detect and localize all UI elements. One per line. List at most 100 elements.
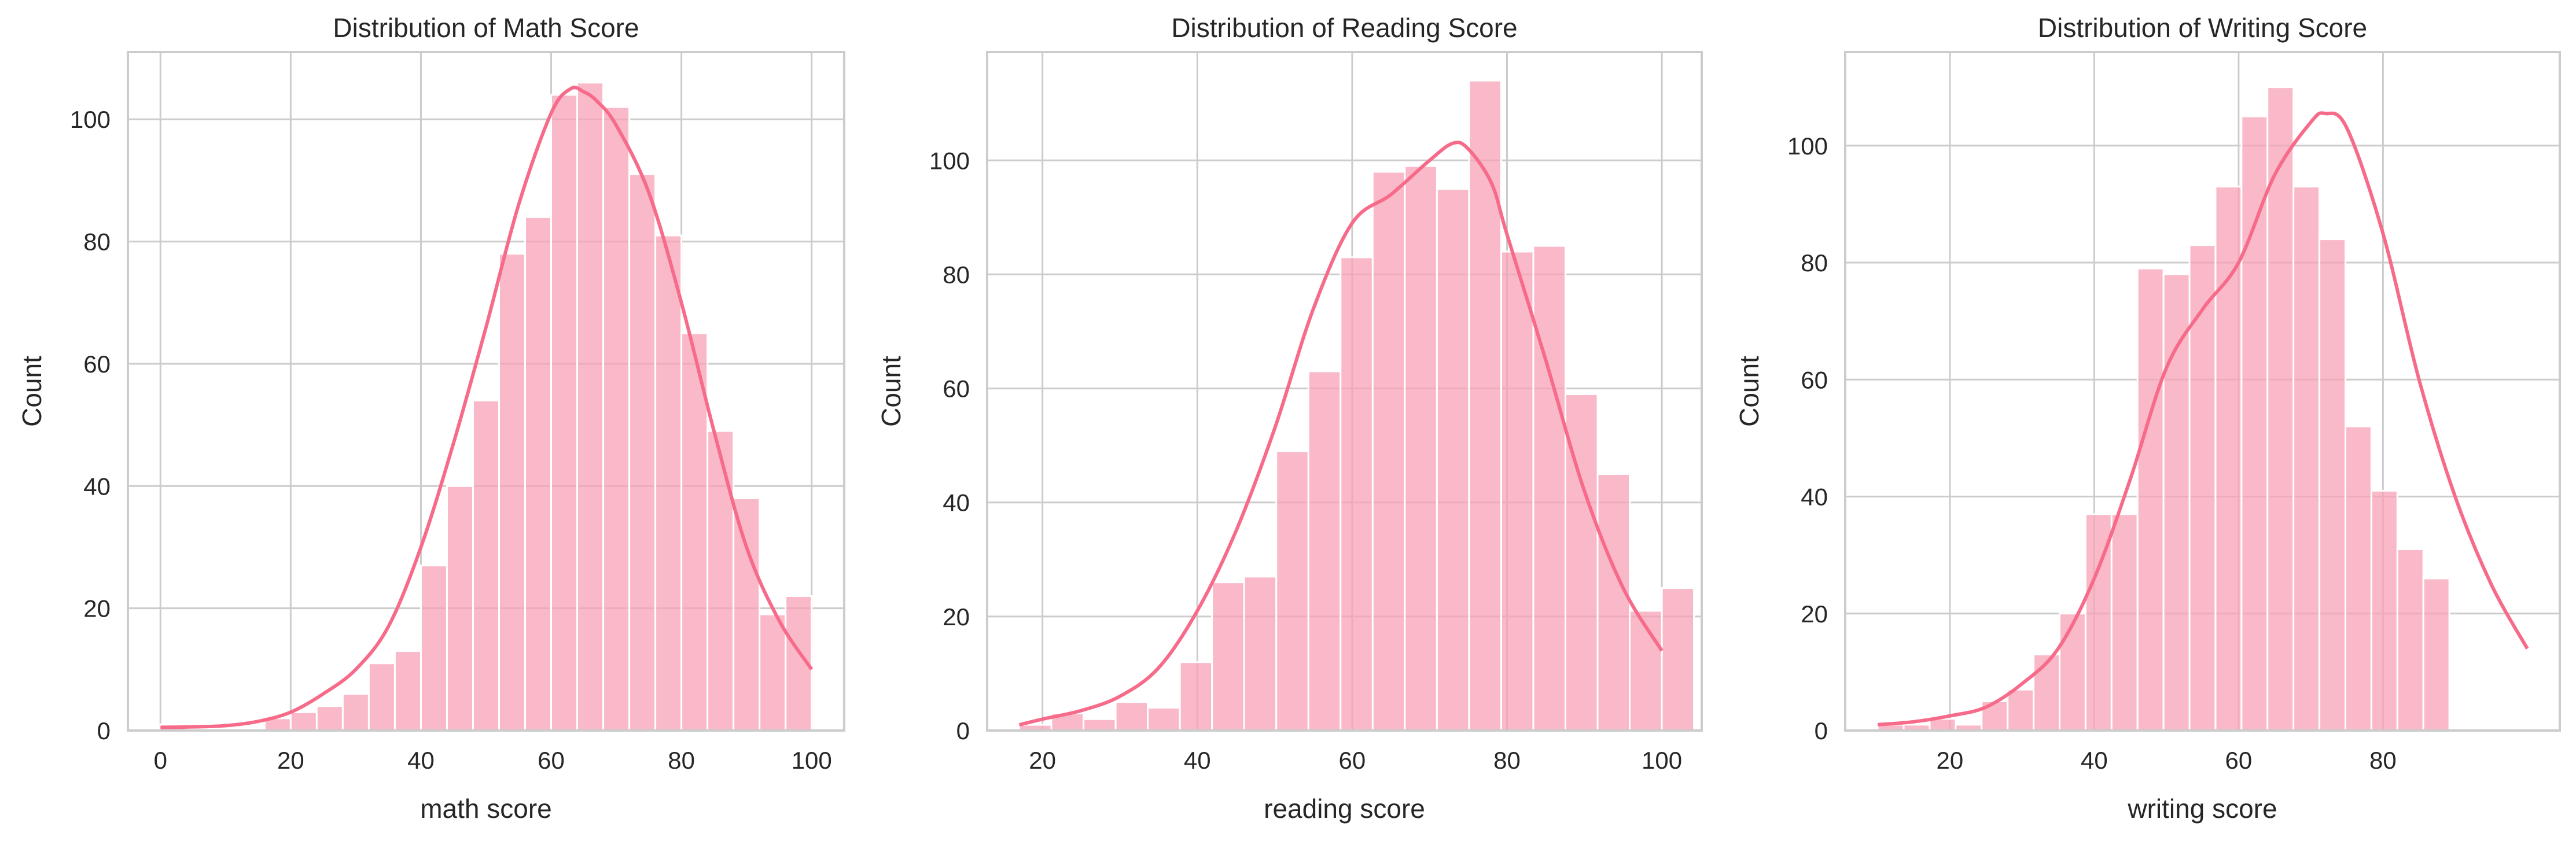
math-y-tick-label: 80 [83, 228, 111, 256]
reading-histogram-bar [1211, 581, 1245, 732]
reading-histogram-bar [1275, 450, 1309, 732]
reading-y-tick-label: 40 [943, 489, 970, 517]
writing-histogram-bar [2319, 238, 2346, 732]
math-histogram-bar [602, 106, 631, 732]
math-y-axis-label: Count [17, 356, 47, 427]
reading-plot-frame [986, 51, 1703, 732]
reading-x-axis-label: reading score [1264, 794, 1425, 824]
math-score-histogram-panel: 0 20 40 60 80 100 0 20 40 60 80 100 Distribution of … [17, 13, 845, 824]
writing-histogram-bar [2084, 513, 2113, 732]
writing-x-tick-label: 20 [1937, 747, 1964, 774]
math-histogram-bar [367, 662, 396, 732]
reading-histogram-bar [1243, 576, 1278, 732]
reading-histogram-bar [1114, 701, 1149, 732]
writing-histogram-bar [2370, 489, 2398, 732]
writing-histogram-bar [2110, 513, 2139, 732]
writing-kde-curve [1877, 111, 2529, 726]
math-kde-curve [160, 86, 814, 729]
math-histogram-bar [393, 650, 422, 732]
math-histogram-bar [289, 711, 318, 732]
writing-x-tick-label: 60 [2225, 747, 2253, 774]
writing-histogram-bar [2422, 577, 2450, 732]
writing-y-axis-label: Count [1734, 356, 1764, 427]
reading-histogram-bar [1307, 370, 1342, 732]
writing-histogram-bar [2007, 688, 2035, 732]
reading-histogram-bar [1532, 245, 1567, 732]
reading-y-axis-label: Count [876, 356, 906, 427]
reading-chart-title: Distribution of Reading Score [1171, 13, 1517, 43]
math-plot-frame [127, 51, 845, 732]
writing-x-tick-label: 80 [2369, 747, 2397, 774]
reading-histogram-bar [1468, 79, 1502, 732]
math-x-tick-label: 60 [538, 747, 565, 774]
math-histogram-bar [654, 234, 683, 732]
reading-x-tick-label: 60 [1339, 747, 1366, 774]
writing-y-tick-label: 40 [1801, 484, 1828, 511]
reading-y-tick-label: 60 [943, 375, 970, 403]
writing-y-tick-label: 100 [1787, 132, 1828, 160]
writing-histogram-bar [2240, 115, 2269, 732]
math-y-tick-label: 100 [70, 106, 111, 133]
writing-score-histogram-panel: 20 40 60 80 0 20 40 60 80 100 Distribution of Writ… [1734, 13, 2561, 824]
math-histogram-bar [341, 693, 370, 732]
math-x-tick-label: 80 [668, 747, 695, 774]
math-histogram-bar [576, 82, 605, 732]
math-x-tick-label: 40 [407, 747, 435, 774]
writing-histogram-bar [2136, 267, 2165, 732]
math-x-tick-label: 100 [792, 747, 832, 774]
reading-histogram-bar [1500, 250, 1534, 732]
math-histogram-bar [759, 613, 787, 732]
writing-y-tick-label: 60 [1801, 366, 1828, 393]
reading-y-tick-label: 0 [956, 717, 970, 744]
reading-x-tick-label: 100 [1642, 747, 1682, 774]
reading-score-histogram-panel: 20 40 60 80 100 0 20 40 60 80 100 Distribution of R… [876, 13, 1703, 824]
writing-x-tick-label: 40 [2081, 747, 2108, 774]
math-histogram-bar [315, 705, 344, 732]
reading-histogram-bar [1436, 188, 1470, 732]
writing-y-tick-label: 0 [1815, 717, 1828, 744]
math-x-axis-label: math score [420, 794, 552, 824]
reading-histogram-bar [1083, 718, 1117, 732]
reading-x-tick-label: 40 [1184, 747, 1211, 774]
writing-histogram-bar [2033, 654, 2060, 732]
writing-y-tick-label: 80 [1801, 249, 1828, 276]
math-x-tick-label: 0 [154, 747, 167, 774]
writing-histogram-bar [2345, 425, 2372, 732]
reading-histogram-bar [1629, 610, 1663, 732]
writing-chart-title: Distribution of Writing Score [2038, 13, 2367, 43]
math-x-tick-label: 20 [277, 747, 304, 774]
math-histogram-bar [628, 173, 657, 732]
reading-histogram-bar [1339, 256, 1374, 732]
math-histogram-bar [733, 497, 761, 732]
reading-histogram-bar [1147, 707, 1181, 732]
reading-histogram-bar [1404, 165, 1438, 732]
math-y-tick-label: 20 [83, 595, 111, 622]
reading-x-tick-label: 80 [1493, 747, 1521, 774]
writing-histogram-bar [2162, 273, 2191, 732]
math-y-tick-label: 0 [97, 717, 111, 744]
reading-histogram-bar [1596, 473, 1631, 732]
writing-histogram-bar [2059, 613, 2086, 732]
writing-histogram-bar [2266, 86, 2295, 732]
writing-plot-frame [1844, 51, 2561, 732]
math-histogram-bar [498, 253, 527, 732]
math-y-tick-label: 40 [83, 473, 111, 500]
reading-histogram-bar [1179, 661, 1213, 732]
writing-x-axis-label: writing score [2127, 794, 2277, 824]
reading-histogram-bar [1371, 171, 1406, 732]
reading-histogram-bar [1661, 587, 1695, 732]
reading-kde-curve [1018, 141, 1664, 727]
writing-histogram-bar [2214, 186, 2243, 732]
math-histogram-bar [706, 430, 735, 732]
writing-y-tick-label: 20 [1801, 600, 1828, 628]
writing-histogram-bar [2292, 186, 2321, 732]
math-histogram-bar [419, 565, 448, 732]
reading-x-tick-label: 20 [1029, 747, 1056, 774]
writing-histogram-bar [2188, 244, 2217, 732]
math-chart-title: Distribution of Math Score [333, 13, 639, 43]
reading-y-tick-label: 20 [943, 603, 970, 630]
reading-y-tick-label: 100 [929, 147, 970, 174]
writing-histogram-bar [2396, 548, 2424, 732]
math-histogram-bar [550, 94, 579, 732]
